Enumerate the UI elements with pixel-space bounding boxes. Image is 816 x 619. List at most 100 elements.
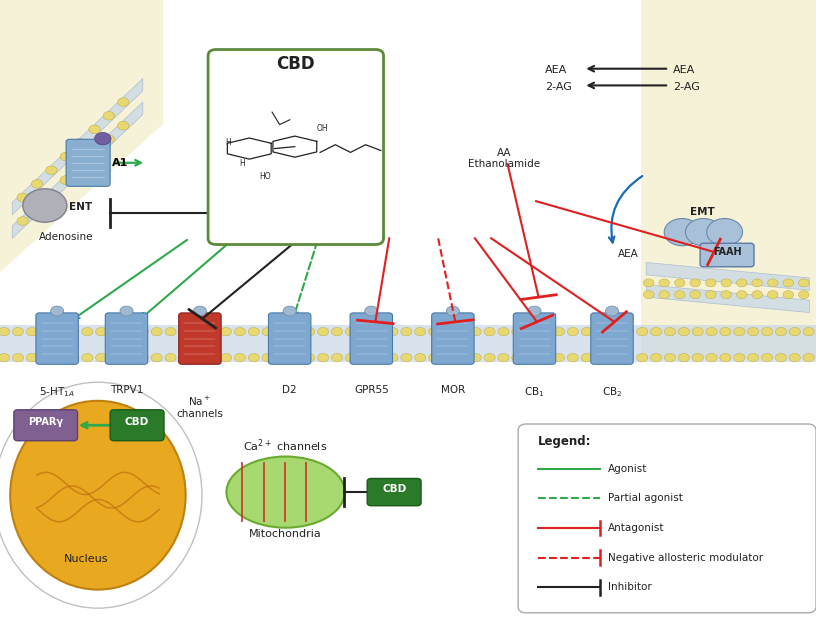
Circle shape	[512, 327, 523, 336]
Text: 5-HT$_{1A}$: 5-HT$_{1A}$	[39, 385, 75, 399]
Circle shape	[290, 327, 301, 336]
Text: MOR: MOR	[441, 385, 465, 396]
Polygon shape	[646, 262, 809, 290]
Circle shape	[650, 327, 662, 336]
Text: 2-AG: 2-AG	[545, 82, 572, 92]
Circle shape	[803, 327, 814, 336]
Circle shape	[165, 327, 176, 336]
Circle shape	[276, 353, 287, 362]
Circle shape	[659, 279, 669, 287]
Circle shape	[60, 152, 72, 161]
Circle shape	[567, 353, 579, 362]
Polygon shape	[641, 0, 816, 359]
Text: CBD: CBD	[276, 55, 315, 73]
Circle shape	[775, 327, 787, 336]
Text: CBD: CBD	[382, 484, 406, 494]
Text: TRPV1: TRPV1	[110, 385, 143, 396]
Circle shape	[737, 291, 747, 299]
Circle shape	[193, 327, 204, 336]
Circle shape	[650, 353, 662, 362]
Text: Antagonist: Antagonist	[608, 523, 664, 533]
Circle shape	[103, 111, 114, 120]
Circle shape	[623, 353, 634, 362]
Circle shape	[734, 353, 745, 362]
Circle shape	[304, 353, 315, 362]
Circle shape	[752, 279, 763, 287]
Circle shape	[17, 193, 29, 202]
Circle shape	[54, 327, 65, 336]
Circle shape	[623, 327, 634, 336]
Circle shape	[248, 327, 259, 336]
Text: PPARγ: PPARγ	[28, 417, 64, 427]
Circle shape	[26, 353, 38, 362]
Circle shape	[68, 327, 79, 336]
Circle shape	[89, 125, 100, 134]
Circle shape	[605, 306, 619, 316]
Text: H: H	[225, 137, 231, 147]
Circle shape	[799, 279, 809, 287]
Circle shape	[68, 353, 79, 362]
Circle shape	[783, 291, 794, 299]
Circle shape	[734, 327, 745, 336]
Circle shape	[165, 353, 176, 362]
Circle shape	[151, 353, 162, 362]
Circle shape	[0, 327, 10, 336]
Circle shape	[609, 353, 620, 362]
Circle shape	[31, 180, 42, 188]
Ellipse shape	[226, 457, 344, 527]
Text: FAAH: FAAH	[712, 247, 742, 257]
Circle shape	[220, 353, 232, 362]
Text: Mitochondria: Mitochondria	[249, 529, 322, 539]
Circle shape	[89, 149, 100, 157]
Text: Negative allosteric modulator: Negative allosteric modulator	[608, 553, 763, 563]
Circle shape	[365, 306, 378, 316]
Text: AEA: AEA	[673, 65, 695, 75]
Text: Na$^+$
channels: Na$^+$ channels	[176, 395, 224, 419]
Circle shape	[387, 353, 398, 362]
Circle shape	[12, 353, 24, 362]
Circle shape	[206, 327, 218, 336]
Circle shape	[109, 327, 121, 336]
Circle shape	[484, 327, 495, 336]
Circle shape	[456, 353, 468, 362]
FancyBboxPatch shape	[208, 50, 384, 245]
Circle shape	[675, 279, 685, 287]
Circle shape	[95, 327, 107, 336]
Circle shape	[401, 327, 412, 336]
Circle shape	[526, 327, 537, 336]
Circle shape	[248, 353, 259, 362]
Circle shape	[761, 327, 773, 336]
Circle shape	[690, 291, 700, 299]
Circle shape	[120, 306, 133, 316]
Circle shape	[46, 166, 57, 175]
Circle shape	[799, 291, 809, 299]
Circle shape	[283, 306, 296, 316]
Circle shape	[539, 353, 551, 362]
Circle shape	[775, 353, 787, 362]
FancyBboxPatch shape	[591, 313, 633, 364]
Circle shape	[595, 353, 606, 362]
Text: AEA: AEA	[545, 65, 567, 75]
Circle shape	[783, 279, 794, 287]
Circle shape	[752, 291, 763, 299]
Polygon shape	[12, 79, 143, 215]
Circle shape	[644, 279, 654, 287]
Circle shape	[692, 327, 703, 336]
FancyBboxPatch shape	[367, 478, 421, 506]
Text: A1: A1	[112, 158, 128, 168]
Circle shape	[137, 353, 149, 362]
Text: Inhibitor: Inhibitor	[608, 582, 652, 592]
Circle shape	[234, 353, 246, 362]
Circle shape	[720, 327, 731, 336]
Circle shape	[567, 327, 579, 336]
Circle shape	[95, 353, 107, 362]
Circle shape	[470, 327, 481, 336]
Circle shape	[553, 353, 565, 362]
Circle shape	[179, 353, 190, 362]
Circle shape	[442, 353, 454, 362]
Circle shape	[664, 327, 676, 336]
Circle shape	[193, 353, 204, 362]
Circle shape	[470, 353, 481, 362]
Circle shape	[498, 327, 509, 336]
Circle shape	[193, 306, 206, 316]
